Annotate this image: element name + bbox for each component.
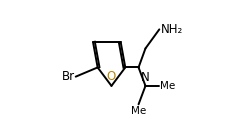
Text: Me: Me — [160, 81, 176, 91]
Text: Br: Br — [62, 70, 75, 83]
Text: Me: Me — [131, 106, 146, 116]
Text: O: O — [107, 70, 116, 83]
Text: NH₂: NH₂ — [161, 23, 183, 36]
Text: N: N — [141, 71, 150, 84]
